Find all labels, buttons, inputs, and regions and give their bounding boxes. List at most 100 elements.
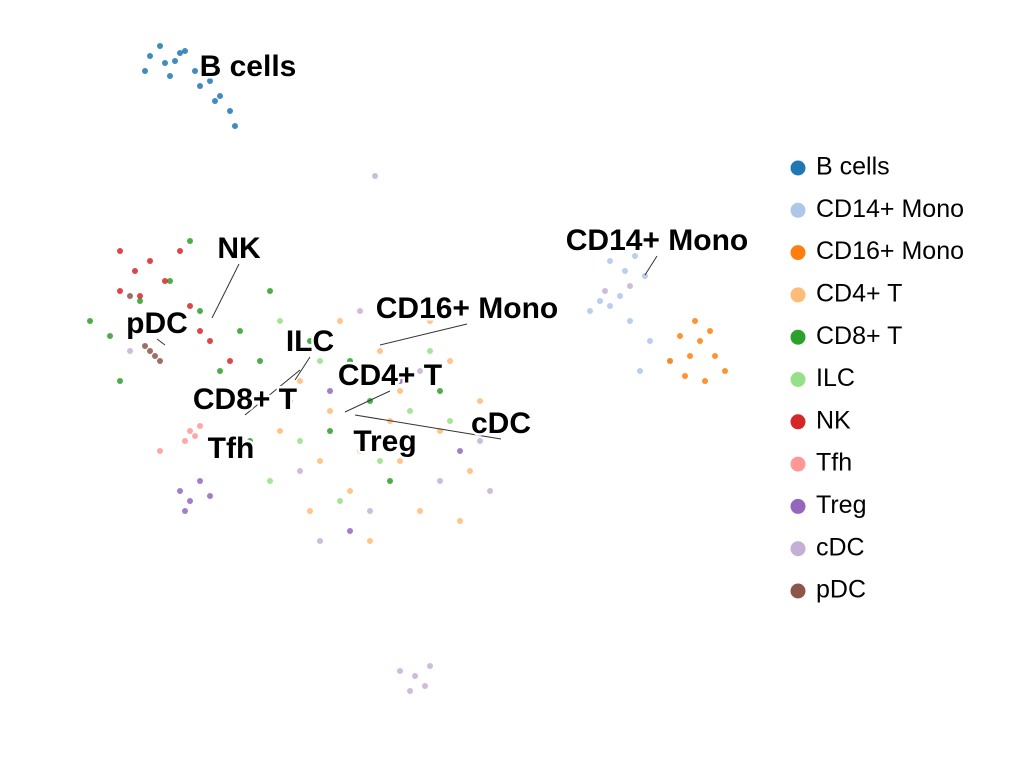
point: [367, 538, 373, 544]
point: [277, 428, 283, 434]
point: [707, 328, 713, 334]
legend-label: pDC: [816, 576, 866, 604]
leader-line: [644, 255, 658, 276]
point: [377, 348, 383, 354]
point: [267, 478, 273, 484]
point: [157, 43, 163, 49]
legend-marker: [790, 202, 806, 218]
legend-marker: [790, 498, 806, 514]
cluster-label: Tfh: [208, 432, 255, 465]
point: [417, 508, 423, 514]
point: [197, 83, 203, 89]
cluster-label: NK: [217, 232, 261, 265]
point: [687, 353, 693, 359]
point: [602, 288, 608, 294]
point: [177, 248, 183, 254]
cluster-label: CD16+ Mono: [376, 292, 559, 325]
point: [177, 488, 183, 494]
point: [632, 253, 638, 259]
cluster-label: CD14+ Mono: [566, 224, 749, 257]
cluster-label: CD4+ T: [338, 359, 442, 392]
point: [447, 418, 453, 424]
point: [257, 358, 263, 364]
point: [617, 293, 623, 299]
point: [607, 258, 613, 264]
point: [682, 373, 688, 379]
point: [157, 358, 163, 364]
point: [182, 48, 188, 54]
point: [317, 538, 323, 544]
point: [137, 298, 143, 304]
point: [197, 328, 203, 334]
cluster-label: cDC: [471, 407, 531, 440]
point: [157, 448, 163, 454]
leader-line: [344, 390, 391, 413]
point: [87, 318, 93, 324]
point: [207, 493, 213, 499]
point: [407, 448, 413, 454]
point: [347, 358, 353, 364]
point: [142, 343, 148, 349]
legend-label: Tfh: [816, 449, 852, 477]
leader-line: [244, 369, 301, 416]
legend-marker: [790, 372, 806, 387]
point: [207, 78, 213, 84]
point: [187, 238, 193, 244]
point: [117, 288, 123, 294]
point: [642, 273, 648, 279]
point: [192, 68, 198, 74]
point: [217, 93, 223, 99]
point: [317, 458, 323, 464]
point: [397, 388, 403, 394]
point: [107, 333, 113, 339]
legend-marker: [790, 541, 806, 557]
point: [427, 318, 433, 324]
legend-label: cDC: [816, 533, 865, 561]
point: [357, 448, 363, 454]
point: [297, 468, 303, 474]
cluster-label: B cells: [200, 50, 297, 83]
legend-marker: [790, 245, 806, 261]
legend-label: CD8+ T: [816, 322, 902, 350]
point: [467, 468, 473, 474]
point: [147, 53, 153, 59]
point: [427, 663, 433, 669]
point: [327, 428, 333, 434]
legend-label: CD16+ Mono: [816, 237, 964, 265]
point: [337, 318, 343, 324]
point: [207, 338, 213, 344]
point: [167, 278, 173, 284]
point: [437, 388, 443, 394]
point: [367, 508, 373, 514]
point: [357, 378, 363, 384]
legend-marker: [790, 329, 806, 345]
legend-label: NK: [816, 406, 851, 434]
point: [297, 378, 303, 384]
point: [182, 508, 188, 514]
point: [127, 348, 133, 354]
legend-label: ILC: [816, 364, 855, 392]
point: [372, 173, 378, 179]
point: [172, 58, 178, 64]
point: [647, 338, 653, 344]
point: [162, 60, 168, 66]
point: [182, 438, 188, 444]
point: [587, 308, 593, 314]
point: [147, 258, 153, 264]
point: [297, 438, 303, 444]
point: [412, 673, 418, 679]
point: [317, 358, 323, 364]
cluster-label: Treg: [353, 425, 416, 458]
point: [147, 348, 153, 354]
point: [277, 318, 283, 324]
point: [127, 293, 133, 299]
point: [377, 458, 383, 464]
point: [702, 378, 708, 384]
legend-marker: [790, 287, 806, 303]
point: [417, 368, 423, 374]
point: [677, 333, 683, 339]
point: [197, 308, 203, 314]
point: [637, 368, 643, 374]
point: [357, 308, 363, 314]
point: [307, 338, 313, 344]
